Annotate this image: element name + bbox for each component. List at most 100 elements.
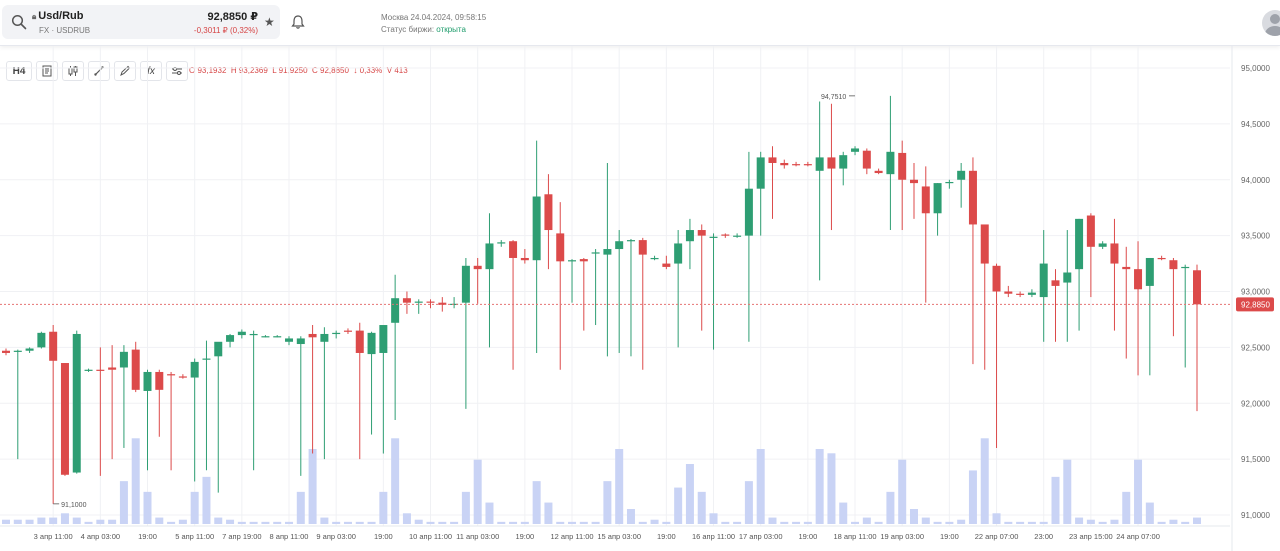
x-tick-label: 19:00 — [374, 532, 393, 541]
volume-bar — [96, 519, 105, 524]
candle — [1075, 218, 1084, 331]
candle-body — [744, 188, 753, 236]
candle-body — [461, 265, 470, 303]
bell-icon[interactable] — [290, 14, 306, 30]
candle — [96, 347, 105, 476]
candle-body — [367, 332, 376, 355]
volume-bar — [2, 519, 10, 524]
candle — [426, 299, 435, 309]
candle-body — [674, 243, 683, 264]
x-tick-label: 9 апр 03:00 — [316, 532, 356, 541]
candle — [568, 259, 577, 303]
volume-bar — [603, 481, 612, 524]
volume-bar — [674, 487, 683, 524]
volume-bar — [1193, 517, 1201, 524]
volume-bar — [591, 521, 600, 524]
candle-body — [143, 371, 152, 391]
search-icon[interactable] — [11, 14, 27, 30]
candle — [509, 240, 518, 370]
volume-bar — [1181, 521, 1190, 524]
candle-body — [815, 157, 824, 171]
candle-body — [544, 194, 553, 231]
x-tick-label: 10 апр 11:00 — [409, 532, 452, 541]
function-icon[interactable]: fx — [140, 61, 162, 81]
candle — [851, 146, 860, 156]
candle — [249, 330, 258, 471]
volume-bar — [1039, 521, 1048, 524]
volume-bar — [1086, 519, 1095, 524]
candle-body — [178, 376, 187, 378]
x-tick-label: 5 апр 11:00 — [175, 532, 214, 541]
candle-body — [1134, 269, 1143, 290]
volume-bar — [497, 521, 506, 524]
candle-body — [933, 183, 942, 214]
candle-body — [615, 241, 624, 250]
candle-body — [414, 301, 423, 303]
candle-body — [532, 196, 541, 261]
volume-bar — [756, 449, 765, 524]
candle-body — [626, 240, 635, 242]
y-tick-label: 94,5000 — [1241, 120, 1270, 129]
timeframe-button[interactable]: H4 — [6, 61, 32, 81]
volume-bar — [968, 470, 977, 524]
candle-body — [2, 350, 10, 353]
volume-bar — [921, 517, 930, 524]
volume-bar — [780, 521, 789, 524]
volume-bar — [108, 519, 117, 524]
candle-body — [839, 155, 848, 169]
volume-bar — [461, 491, 470, 524]
candle — [391, 274, 400, 421]
volume-bar — [226, 519, 235, 524]
candle-body — [72, 333, 81, 473]
volume-bar — [343, 521, 352, 524]
volume-bar — [426, 521, 435, 524]
price-chart[interactable]: 95,0000 94,5000 94,0000 93,5000 93,0000 92,50… — [0, 46, 1280, 551]
draw-icon[interactable] — [114, 61, 136, 81]
x-tick-label: 19:00 — [657, 532, 676, 541]
candle — [450, 297, 459, 309]
candle-body — [1027, 292, 1036, 295]
candle — [662, 255, 671, 270]
candle-body — [874, 170, 883, 174]
candle-body — [520, 257, 529, 261]
candle — [733, 233, 742, 238]
candle — [768, 146, 777, 219]
x-tick-label: 23 апр 15:00 — [1069, 532, 1113, 541]
volume-bar — [945, 521, 954, 524]
volume-bar — [1051, 476, 1060, 524]
candle-body — [909, 179, 918, 184]
volume-bar — [626, 509, 635, 524]
volume-bar — [485, 502, 494, 524]
volume-bar — [721, 521, 730, 524]
candle — [1110, 218, 1119, 331]
candle — [815, 101, 824, 281]
volume-bar — [249, 521, 258, 524]
volume-bar — [155, 517, 164, 524]
candle — [1004, 285, 1013, 298]
candle-body — [1169, 260, 1178, 270]
volume-bar — [202, 476, 211, 524]
candle — [1169, 257, 1178, 337]
x-tick-label: 22 апр 07:00 — [975, 532, 1019, 541]
avatar[interactable] — [1262, 10, 1280, 36]
candle-body — [214, 341, 223, 357]
candles-icon[interactable] — [62, 61, 84, 81]
volume-bar — [450, 521, 459, 524]
volume-bar — [992, 513, 1001, 524]
volume-bar — [1145, 502, 1154, 524]
settings-sliders-icon[interactable] — [166, 61, 188, 81]
y-tick-label: 93,5000 — [1241, 232, 1270, 241]
volume-bar — [697, 491, 706, 524]
document-icon[interactable] — [36, 61, 58, 81]
candle-body — [49, 331, 58, 361]
volume-bar — [237, 521, 246, 524]
candle — [1063, 230, 1072, 342]
volume-bar — [862, 517, 871, 524]
candle — [461, 257, 470, 409]
x-tick-label: 18 апр 11:00 — [833, 532, 876, 541]
candle-body — [485, 243, 494, 270]
candle-body — [261, 336, 270, 338]
ticker-selector[interactable]: 🔒︎ Usd/Rub FX · USDRUB 92,8850 ₽ -0,3011 … — [2, 5, 280, 39]
star-icon[interactable]: ★ — [264, 15, 275, 29]
candle-body — [957, 170, 966, 180]
